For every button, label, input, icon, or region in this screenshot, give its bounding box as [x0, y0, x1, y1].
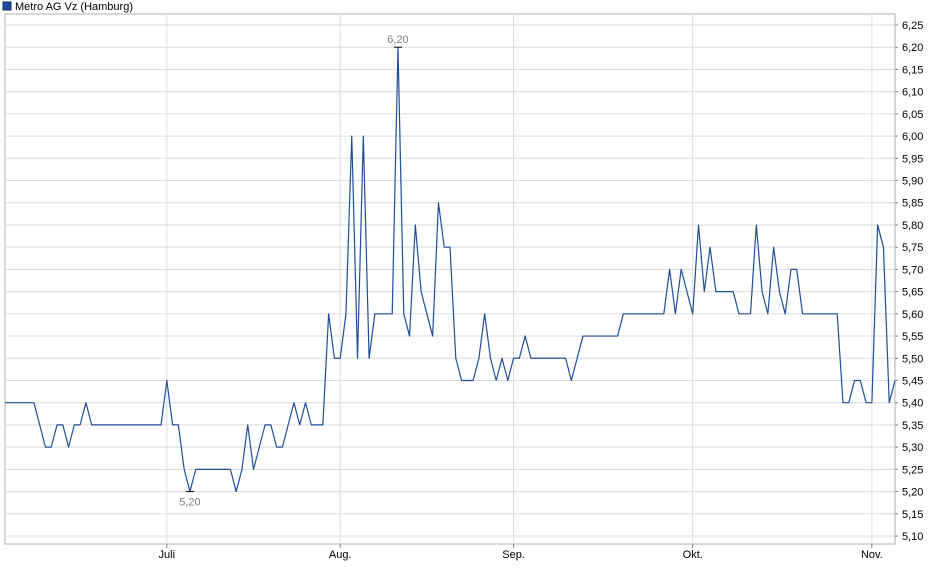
y-tick-label: 5,85 — [902, 198, 923, 210]
legend: Metro AG Vz (Hamburg) — [2, 1, 133, 13]
y-tick-label: 5,90 — [902, 176, 923, 188]
y-tick-label: 5,30 — [902, 442, 923, 454]
y-tick-label: 5,70 — [902, 264, 923, 276]
y-tick-label: 6,25 — [902, 20, 923, 32]
y-tick-label: 5,40 — [902, 398, 923, 410]
y-tick-label: 5,10 — [902, 531, 923, 543]
y-tick-label: 5,50 — [902, 353, 923, 365]
y-tick-label: 5,45 — [902, 375, 923, 387]
extreme-label: 6,20 — [387, 34, 408, 46]
legend-label: Metro AG Vz (Hamburg) — [15, 1, 133, 13]
y-tick-label: 5,95 — [902, 153, 923, 165]
y-tick-label: 6,10 — [902, 87, 923, 99]
y-tick-label: 5,15 — [902, 509, 923, 521]
grid — [5, 14, 895, 544]
annotations: 6,20 5,20 — [179, 34, 408, 508]
plot-area — [4, 13, 896, 545]
x-tick-label: Sep. — [502, 549, 525, 561]
y-tick-label: 5,20 — [902, 487, 923, 499]
y-tick-label: 5,80 — [902, 220, 923, 232]
y-tick-label: 5,60 — [902, 309, 923, 321]
series — [5, 46, 896, 493]
y-tick-label: 6,00 — [902, 131, 923, 143]
y-tick-label: 6,20 — [902, 42, 923, 54]
series-line — [5, 46, 896, 493]
y-tick-label: 5,25 — [902, 464, 923, 476]
y-tick-label: 5,65 — [902, 287, 923, 299]
y-tick-label: 5,55 — [902, 331, 923, 343]
x-tick-label: Juli — [159, 549, 176, 561]
y-tick-label: 6,05 — [902, 109, 923, 121]
x-tick-label: Nov. — [861, 549, 883, 561]
y-tick-label: 6,15 — [902, 64, 923, 76]
x-tick-label: Aug. — [329, 549, 352, 561]
legend-swatch — [2, 1, 12, 11]
x-tick-label: Okt. — [683, 549, 703, 561]
y-tick-label: 5,75 — [902, 242, 923, 254]
extreme-label: 5,20 — [179, 497, 200, 509]
y-tick-label: 5,35 — [902, 420, 923, 432]
y-axis: 5,10 5,15 5,20 5,25 5,30 5,35 5,40 5,45 5,50 5,55… — [895, 20, 923, 543]
